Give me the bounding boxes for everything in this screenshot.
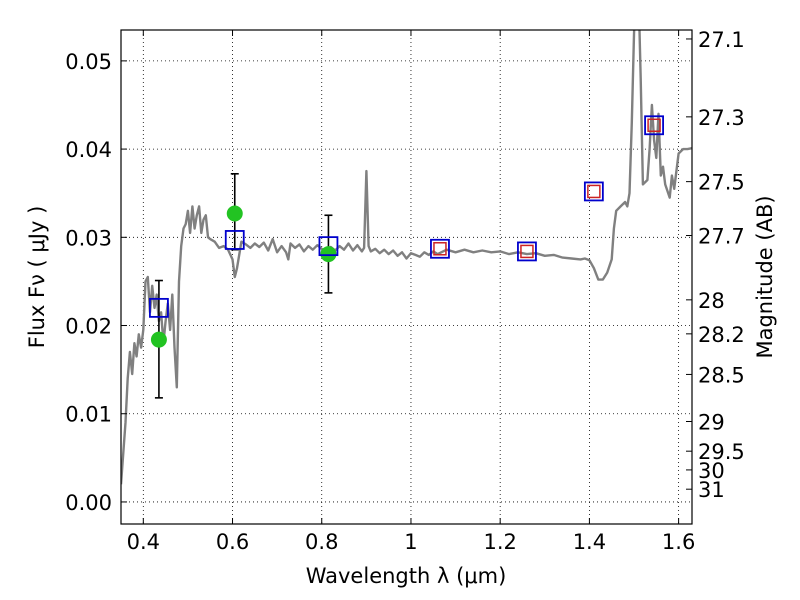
model-point: [644, 115, 664, 136]
observed-point: [320, 246, 337, 263]
mag-tick-label: 30: [698, 459, 725, 483]
model-point-inner: [433, 242, 447, 256]
model-point: [583, 181, 604, 202]
mag-tick-label: 27.7: [698, 225, 745, 249]
y-tick-label: 0.04: [65, 138, 112, 162]
y-tick-label: 0.03: [65, 226, 112, 250]
model-point-inner: [520, 244, 534, 259]
mag-tick-label: 28.2: [698, 323, 745, 347]
ticks: 0.4 0.6 0.8 1 1.2 1.4 1.6 0.00 0.01 0.02 0.03 0.04 0…: [65, 28, 745, 554]
mag-tick-label: 27.3: [698, 106, 745, 130]
plot-frame: [120, 29, 693, 525]
x-tick-label: 1.4: [573, 530, 606, 554]
mag-tick-label: 29.5: [698, 440, 745, 464]
x-tick-label: 0.8: [305, 530, 338, 554]
mag-tick-label: 27.5: [698, 171, 745, 195]
model-point-inner: [647, 118, 661, 133]
mag-tick-label: 28.5: [698, 363, 745, 387]
y-axis-label: Flux Fν ( μJy ): [25, 206, 49, 349]
y-tick-label: 0.02: [65, 315, 112, 339]
markers: [149, 115, 664, 399]
y-tick-label: 0.00: [65, 491, 112, 515]
x-tick-label: 1.2: [483, 530, 516, 554]
model-point: [430, 238, 450, 259]
model-point: [517, 241, 537, 262]
observed-point: [226, 205, 243, 222]
x-tick-label: 0.4: [127, 530, 160, 554]
mag-tick-label: 28: [698, 289, 725, 313]
mag-tick-label: 27.1: [698, 28, 745, 52]
mag-tick-label: 31: [698, 478, 725, 502]
sed-model-line: [121, 30, 692, 485]
model-point: [318, 236, 339, 257]
mag-tick-label: 29: [698, 410, 725, 434]
x-tick-label: 0.6: [216, 530, 249, 554]
observed-point: [150, 331, 167, 348]
x-tick-label: 1: [404, 530, 417, 554]
x-tick-label: 1.6: [662, 530, 695, 554]
x-axis-label: Wavelength λ (μm): [306, 564, 507, 588]
y-tick-label: 0.01: [65, 403, 112, 427]
y-right-axis-label: Magnitude (AB): [753, 195, 777, 358]
model-point: [224, 230, 245, 250]
y-tick-label: 0.05: [65, 50, 112, 74]
plot-area: [121, 30, 692, 485]
model-point: [149, 297, 169, 318]
grid: [121, 30, 692, 524]
model-point-inner: [587, 184, 601, 199]
